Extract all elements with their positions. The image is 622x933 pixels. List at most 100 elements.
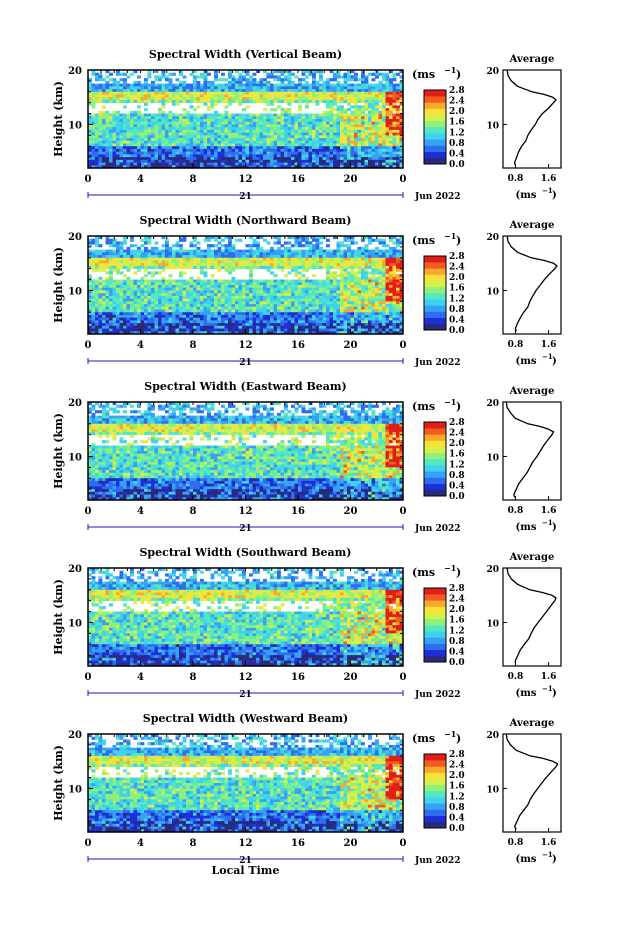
heatmap-cell — [92, 318, 96, 321]
heatmap-cell — [193, 304, 197, 307]
heatmap-cell — [253, 97, 257, 100]
heatmap-cell — [326, 296, 330, 299]
heatmap-cell — [316, 149, 320, 152]
heatmap-cell — [260, 285, 264, 288]
heatmap-cell — [197, 241, 201, 244]
heatmap-cell — [144, 301, 148, 304]
heatmap-cell — [267, 255, 271, 258]
heatmap-cell — [375, 116, 379, 119]
heatmap-cell — [263, 89, 267, 92]
heatmap-cell — [302, 263, 306, 266]
heatmap-cell — [221, 157, 225, 160]
heatmap-cell — [302, 239, 306, 242]
heatmap-cell — [382, 92, 386, 95]
heatmap-cell — [134, 84, 138, 87]
heatmap-cell — [99, 84, 103, 87]
heatmap-cell — [344, 154, 348, 157]
heatmap-cell — [288, 75, 292, 78]
heatmap-cell — [340, 86, 344, 89]
heatmap-cell — [277, 95, 281, 98]
heatmap-cell — [340, 111, 344, 114]
heatmap-cell — [246, 255, 250, 258]
heatmap-cell — [284, 261, 288, 264]
heatmap-cell — [211, 100, 215, 103]
heatmap-cell — [256, 157, 260, 160]
heatmap-cell — [169, 92, 173, 95]
heatmap-cell — [214, 315, 218, 318]
heatmap-cell — [382, 111, 386, 114]
heatmap-cell — [274, 274, 278, 277]
heatmap-cell — [235, 86, 239, 89]
heatmap-cell — [211, 138, 215, 141]
heatmap-cell — [263, 130, 267, 133]
heatmap-cell — [211, 255, 215, 258]
heatmap-cell — [92, 141, 96, 144]
heatmap-cell — [116, 280, 120, 283]
heatmap-cell — [116, 285, 120, 288]
heatmap-cell — [109, 263, 113, 266]
heatmap-cell — [214, 329, 218, 332]
heatmap-cell — [267, 288, 271, 291]
heatmap-cell — [186, 160, 190, 163]
heatmap-cell — [207, 255, 211, 258]
heatmap-cell — [95, 239, 99, 242]
heatmap-cell — [165, 144, 169, 147]
heatmap-cell — [309, 312, 313, 315]
heatmap-cell — [277, 282, 281, 285]
heatmap-cell — [379, 84, 383, 87]
heatmap-cell — [354, 100, 358, 103]
heatmap-cell — [263, 290, 267, 293]
heatmap-cell — [200, 304, 204, 307]
heatmap-cell — [232, 288, 236, 291]
heatmap-cell — [372, 103, 376, 106]
heatmap-cell — [281, 163, 285, 166]
heatmap-cell — [148, 89, 152, 92]
heatmap-cell — [288, 296, 292, 299]
heatmap — [88, 236, 403, 334]
heatmap-cell — [116, 318, 120, 321]
heatmap-cell — [281, 269, 285, 272]
heatmap-cell — [316, 84, 320, 87]
heatmap-cell — [148, 326, 152, 329]
heatmap-cell — [228, 146, 232, 149]
heatmap-cell — [312, 119, 316, 122]
heatmap-cell — [302, 318, 306, 321]
heatmap-cell — [148, 241, 152, 244]
heatmap-cell — [165, 299, 169, 302]
heatmap-cell — [249, 261, 253, 264]
heatmap-cell — [284, 307, 288, 310]
heatmap-cell — [316, 323, 320, 326]
heatmap-cell — [123, 81, 127, 84]
heatmap-cell — [162, 152, 166, 155]
heatmap-cell — [288, 310, 292, 313]
heatmap-cell — [326, 100, 330, 103]
heatmap-cell — [144, 144, 148, 147]
heatmap-cell — [340, 157, 344, 160]
heatmap-cell — [239, 280, 243, 283]
heatmap-cell — [92, 269, 96, 272]
heatmap-cell — [155, 263, 159, 266]
heatmap-cell — [193, 160, 197, 163]
heatmap-cell — [141, 280, 145, 283]
heatmap-cell — [165, 315, 169, 318]
heatmap-cell — [193, 310, 197, 313]
heatmap-cell — [193, 250, 197, 253]
heatmap-cell — [242, 252, 246, 255]
heatmap-cell — [372, 95, 376, 98]
heatmap-cell — [179, 135, 183, 138]
heatmap-cell — [358, 127, 362, 130]
heatmap-cell — [274, 160, 278, 163]
heatmap-cell — [242, 78, 246, 81]
heatmap-cell — [144, 318, 148, 321]
heatmap-cell — [239, 290, 243, 293]
heatmap-cell — [204, 163, 208, 166]
heatmap-cell — [99, 124, 103, 127]
heatmap-cell — [193, 312, 197, 315]
heatmap-cell — [305, 290, 309, 293]
heatmap-cell — [239, 318, 243, 321]
heatmap-cell — [298, 271, 302, 274]
heatmap-cell — [382, 97, 386, 100]
heatmap-cell — [214, 122, 218, 125]
heatmap-cell — [155, 124, 159, 127]
heatmap-cell — [235, 97, 239, 100]
